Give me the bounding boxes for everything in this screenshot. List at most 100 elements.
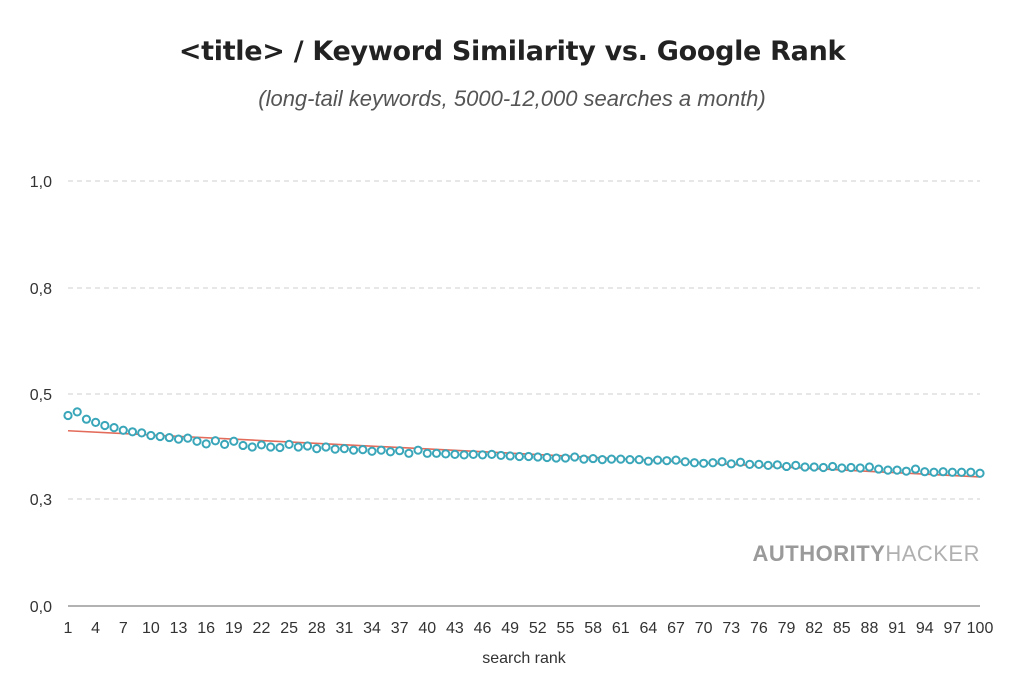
data-point [791,460,801,470]
data-point [302,441,313,451]
data-point [956,467,967,477]
data-point [155,431,165,442]
data-point [763,460,773,470]
y-tick-label: 0,8 [30,281,52,298]
data-point [505,451,515,461]
x-tick-label: 19 [225,620,243,637]
data-point [560,453,571,463]
trendline [67,429,981,478]
data-point [441,449,451,459]
data-point [680,457,690,467]
data-point [699,458,709,468]
x-tick-label: 58 [584,620,602,637]
trendline-group [67,429,981,478]
logo-word-hacker: HACKER [885,541,980,566]
data-point [606,454,617,464]
data-point [284,439,294,449]
x-tick-label: 61 [612,620,630,637]
x-tick-label: 64 [639,620,657,637]
data-point [652,455,663,465]
data-point [358,445,368,455]
data-point [864,462,875,472]
y-axis-ticks: 0,0 0,3 0,5 0,8 1,0 [30,174,52,616]
data-point [570,452,580,462]
data-point [229,436,239,446]
x-tick-label: 49 [501,620,519,637]
data-point [855,463,865,473]
data-point [72,407,82,417]
y-tick-label: 0,0 [30,599,52,616]
data-point [330,444,340,454]
x-tick-label: 40 [418,620,436,637]
x-tick-label: 76 [750,620,768,637]
x-tick-label: 94 [916,620,934,637]
data-point [468,449,478,459]
data-point [431,448,442,458]
data-point [533,452,543,462]
data-points [63,407,985,478]
data-point [671,455,681,465]
data-point [689,458,700,468]
data-point [312,444,322,454]
data-point [385,447,396,457]
x-tick-label: 70 [695,620,713,637]
x-tick-label: 4 [91,620,100,637]
data-point [542,452,552,463]
x-tick-label: 37 [391,620,409,637]
authority-hacker-logo: AUTHORITYHACKER [752,541,980,566]
data-point [754,459,764,469]
data-point [100,420,110,431]
data-point [588,453,598,464]
x-tick-label: 85 [833,620,851,637]
data-point [137,428,147,438]
data-point [210,436,220,446]
data-point [966,467,976,477]
x-tick-label: 79 [778,620,796,637]
data-point [247,442,257,452]
data-point [662,456,672,466]
chart-title: <title> / Keyword Similarity vs. Google … [178,36,846,67]
data-point [321,442,331,452]
data-point [938,467,948,477]
data-point [735,457,746,467]
data-point [524,451,534,462]
data-point [828,461,838,472]
data-point [238,440,248,451]
data-point [643,456,653,466]
logo-word-authority: AUTHORITY [752,541,885,566]
data-point [118,425,128,435]
data-point [183,433,193,443]
data-point [929,467,939,477]
x-tick-label: 31 [335,620,353,637]
data-point [422,448,432,458]
gridlines [68,180,980,500]
data-point [450,449,460,459]
data-point [404,448,414,458]
data-point [800,462,810,472]
data-point [192,436,202,446]
x-axis-label: search rank [482,650,567,667]
data-point [339,444,349,454]
data-point [781,461,792,472]
data-point [708,458,718,468]
data-point [173,434,184,444]
data-point [818,462,828,473]
data-point [616,454,626,464]
x-tick-label: 28 [308,620,326,637]
data-point [91,417,101,427]
data-point [634,455,644,465]
x-axis-ticks: 1 4 7 10 13 16 19 22 25 28 31 34 37 40 43 46 49 52 55 58 61 6… [64,620,994,637]
data-point [496,450,506,461]
data-point [920,467,930,477]
x-tick-label: 13 [170,620,188,637]
data-point [367,446,377,456]
x-tick-label: 91 [888,620,906,637]
x-tick-label: 82 [805,620,823,637]
data-point [293,442,303,452]
x-tick-label: 97 [943,620,961,637]
x-tick-label: 67 [667,620,685,637]
data-point [63,410,73,421]
data-point [109,423,119,433]
x-tick-label: 7 [119,620,128,637]
x-tick-label: 43 [446,620,464,637]
